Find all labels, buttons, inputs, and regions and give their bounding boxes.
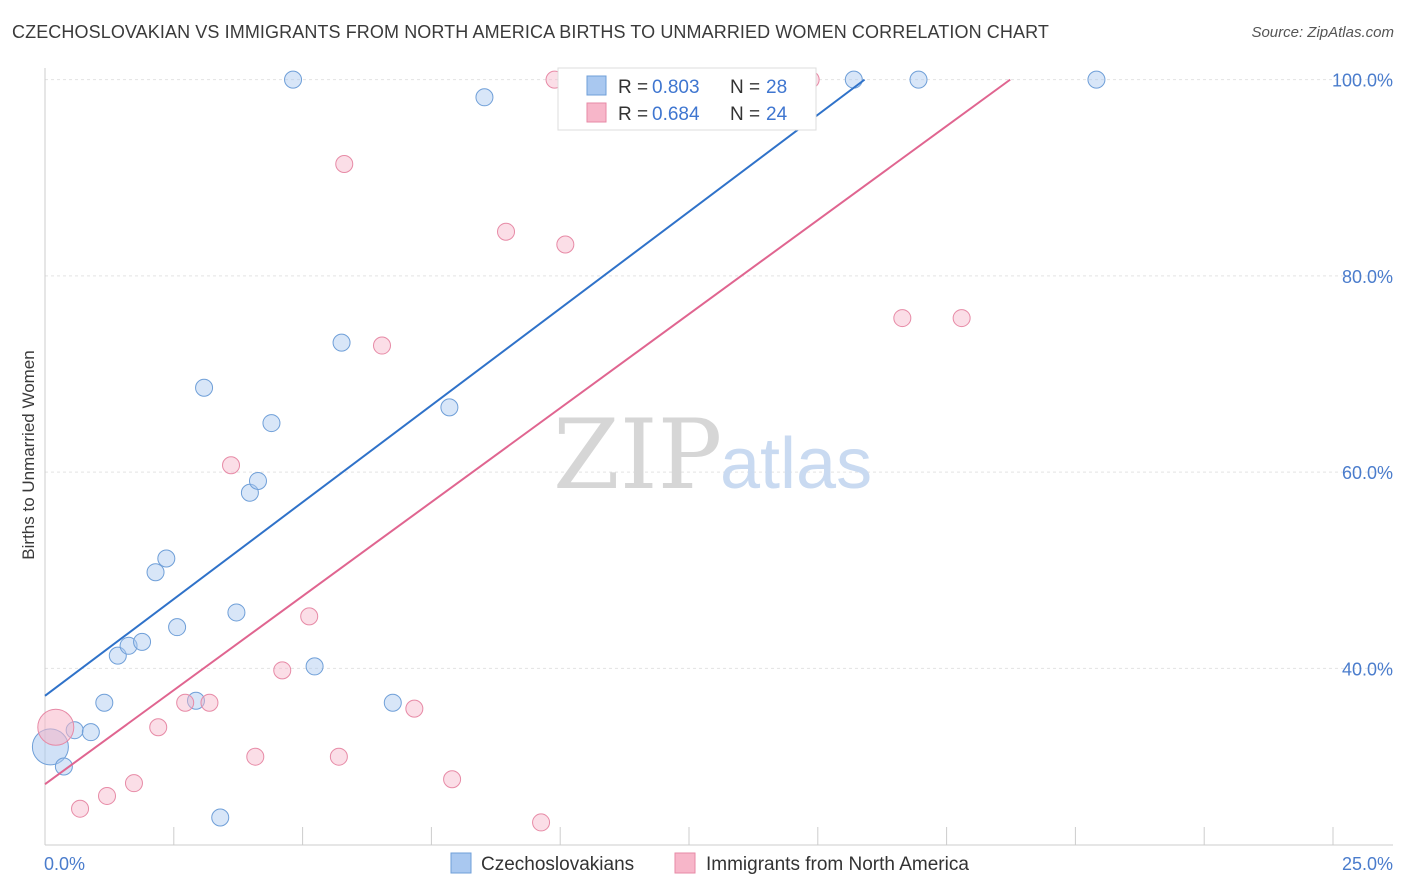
point-series1-17 [532,813,551,832]
point-series0-3 [81,723,100,742]
point-series1-1 [71,799,90,818]
x-tick-label-start: 0.0% [44,854,85,874]
point-series1-16 [497,222,516,241]
point-series1-5 [176,693,195,712]
point-series0-19 [305,657,324,676]
y-tick-label-1: 60.0% [1342,463,1393,483]
point-series1-8 [246,747,265,766]
point-series1-4 [149,718,168,737]
point-series0-21 [383,693,402,712]
point-series1-15 [443,770,462,789]
legend-r-value-2: 0.684 [652,104,700,125]
point-series1-19 [556,235,575,254]
point-series1-10 [300,607,319,626]
legend-swatch-immigrants [586,102,607,123]
data-points [31,70,1106,832]
chart-title: CZECHOSLOVAKIAN VS IMMIGRANTS FROM NORTH… [12,22,1049,42]
point-series1-14 [405,699,424,718]
y-tick-label-0: 40.0% [1342,659,1393,679]
bottom-legend-czechoslovakians: Czechoslovakians [481,854,634,875]
trend-line-series0 [44,78,866,697]
y-tick-label-3: 100.0% [1332,71,1393,91]
gridlines [45,79,1393,669]
series-legend: Czechoslovakians Immigrants from North A… [450,852,969,875]
trend-line-series1 [44,78,1011,785]
point-series1-23 [952,309,971,328]
point-series0-27 [1087,70,1106,89]
point-series0-23 [475,88,494,107]
legend-n-label-2: N = [730,104,760,125]
legend-r-label-1: R = [618,77,648,98]
point-series0-26 [909,70,928,89]
watermark-zip: ZIP [553,399,722,511]
point-series0-11 [186,691,205,710]
point-series1-0 [37,708,75,746]
point-series1-3 [124,774,143,793]
point-series1-7 [222,456,241,475]
point-series0-25 [844,70,863,89]
legend-r-label-2: R = [618,104,648,125]
point-series0-6 [119,636,138,655]
legend-r-value-1: 0.803 [652,77,700,98]
point-series0-8 [146,563,165,582]
y-tick-labels: 40.0% 60.0% 80.0% 100.0% [1332,71,1393,680]
point-series1-6 [200,693,219,712]
bottom-legend-swatch-immigrants [674,852,696,874]
bottom-legend-swatch-czechoslovakians [450,852,472,874]
point-series1-12 [335,155,354,174]
point-series0-1 [54,757,73,776]
point-series1-11 [329,747,348,766]
bottom-legend-immigrants: Immigrants from North America [706,854,969,875]
point-series0-17 [262,414,281,433]
point-series0-14 [227,603,246,622]
point-series0-12 [195,378,214,397]
y-axis-label: Births to Unmarried Women [19,350,38,559]
legend-n-value-1: 28 [766,77,787,98]
y-tick-label-2: 80.0% [1342,267,1393,287]
point-series0-20 [332,333,351,352]
point-series0-13 [211,808,230,827]
point-series0-18 [284,70,303,89]
watermark-atlas: atlas [720,424,872,504]
point-series0-9 [157,549,176,568]
legend-swatch-czechoslovakians [586,75,607,96]
source-label: Source: ZipAtlas.com [1251,24,1394,41]
correlation-legend: R = 0.803 N = 28 R = 0.684 N = 24 [557,67,817,131]
point-series0-22 [440,398,459,417]
point-series0-10 [168,618,187,637]
legend-n-value-2: 24 [766,104,788,125]
point-series1-22 [893,309,912,328]
point-series0-16 [248,471,267,490]
legend-n-label-1: N = [730,77,760,98]
point-series1-2 [98,786,117,805]
x-tick-label-end: 25.0% [1342,854,1393,874]
trend-lines [44,78,1011,785]
x-tick-labels: 0.0% 25.0% [44,854,1393,874]
point-series0-7 [133,632,152,651]
point-series1-13 [373,336,391,355]
point-series0-4 [95,693,114,712]
point-series1-9 [273,661,292,680]
